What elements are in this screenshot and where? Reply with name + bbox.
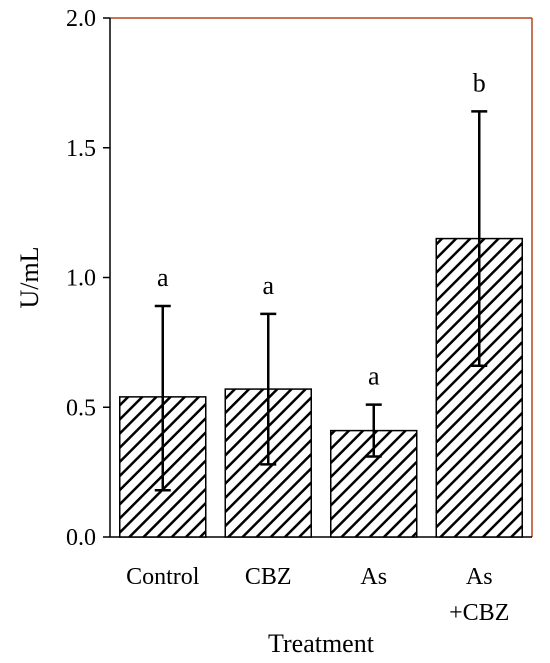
x-tick-label: As [466, 564, 493, 590]
error-bars [154, 110, 488, 492]
y-axis: 0.0 0.5 1.0 1.5 2.0 [66, 6, 110, 551]
significance-label: a [157, 263, 169, 292]
x-tick-label: Control [126, 564, 200, 590]
x-axis: Control CBZ As As +CBZ [126, 564, 509, 626]
significance-label: b [473, 68, 486, 97]
y-tick-label: 0.0 [66, 525, 96, 551]
significance-labels: a a a b [157, 68, 486, 390]
y-tick-label: 1.5 [66, 136, 96, 162]
y-tick-label: 1.0 [66, 266, 96, 292]
y-tick-label: 0.5 [66, 395, 96, 421]
y-tick-label: 2.0 [66, 6, 96, 32]
significance-label: a [262, 271, 274, 300]
bars [119, 237, 523, 538]
x-axis-title: Treatment [268, 629, 375, 658]
x-tick-label: +CBZ [449, 600, 509, 626]
y-axis-title: U/mL [15, 246, 44, 308]
significance-label: a [368, 362, 380, 391]
x-tick-label: As [360, 564, 387, 590]
x-tick-label: CBZ [245, 564, 292, 590]
